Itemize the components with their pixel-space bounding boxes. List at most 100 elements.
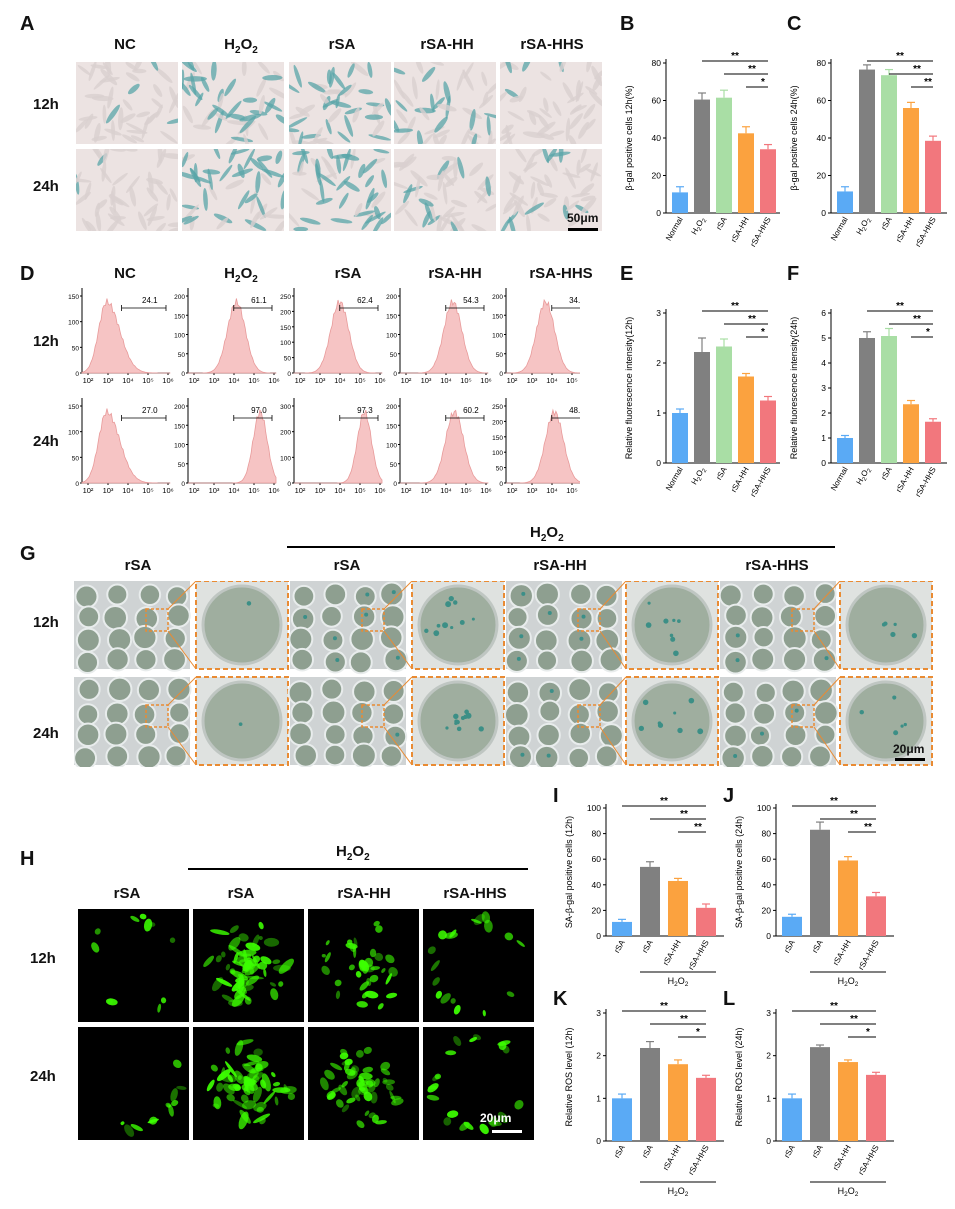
h-cell: [427, 1085, 438, 1090]
h-cell: [261, 1073, 271, 1092]
d-histogram: 200 150 100 50 0 10² 10³ 10⁴ 10⁵ 10⁶ 97.0: [174, 398, 280, 495]
h-cell: [206, 1079, 215, 1092]
g-microsphere: [106, 583, 129, 606]
panel-letter-d: D: [20, 263, 35, 285]
chart-bar: [716, 97, 732, 213]
chart-category-label: rSA: [640, 1143, 655, 1160]
h-cell: [469, 1036, 478, 1043]
chart-ytick: 2: [596, 1051, 601, 1061]
d-ytick: 150: [174, 423, 185, 430]
g-microsphere: [750, 744, 775, 767]
d-xtick: 10²: [507, 486, 518, 495]
d-col-rsa: rSA: [334, 265, 362, 282]
d-ytick: 0: [75, 481, 79, 488]
h-cell: [334, 979, 342, 987]
a-micrograph: [394, 62, 496, 144]
g-select-box: [577, 704, 601, 728]
chart-sig-mark: **: [731, 51, 739, 62]
d-ytick: 0: [393, 481, 397, 488]
d-xtick: 10⁵: [354, 376, 365, 385]
d-histogram: 150 100 50 0 10² 10³ 10⁴ 10⁵ 10⁶ 27.0: [68, 398, 174, 495]
chart-k: Relative ROS level (12h) 0 1 2 3 rSA rSA rSA-HH…: [564, 1001, 724, 1198]
d-xtick: 10⁵: [248, 486, 259, 495]
h-fluor-image: [78, 909, 189, 1022]
d-histogram-curve: [294, 409, 383, 484]
d-ytick: 150: [174, 313, 185, 320]
h-cell: [221, 994, 234, 1002]
g-microsphere: [77, 605, 101, 629]
h-cell: [212, 977, 224, 992]
chart-bar: [881, 336, 897, 463]
panel-letter-f: F: [787, 263, 800, 285]
d-histogram-curve: [505, 298, 580, 374]
h-cell: [253, 1113, 271, 1124]
g-zoom-border: [625, 581, 719, 670]
h-cell: [272, 959, 281, 964]
chart-bar: [782, 916, 802, 936]
a-col-rsa: rSA: [328, 36, 356, 53]
g-microsphere: [136, 744, 162, 767]
d-histogram: 200 150 100 50 0 10² 10³ 10⁴ 10⁵ 10⁶ 60.2: [386, 398, 492, 495]
chart-category-label: rSA: [810, 1143, 825, 1160]
h-cell: [280, 1086, 297, 1095]
h-cell: [273, 964, 291, 972]
d-xtick: 10⁵: [566, 376, 577, 385]
h-col-rsa-2: rSA: [227, 885, 255, 902]
g-microsphere: [569, 648, 594, 674]
d-xtick: 10³: [103, 486, 114, 495]
h-cell: [274, 1096, 279, 1106]
chart-ytick: 20: [652, 171, 662, 181]
chart-category-label: Normal: [664, 215, 685, 242]
chart-bar: [760, 149, 776, 213]
chart-ytick: 1: [821, 433, 826, 443]
h-cell: [344, 1058, 353, 1066]
chart-ytick: 3: [596, 1008, 601, 1018]
g-microsphere: [536, 649, 559, 672]
h-cell: [157, 1003, 162, 1013]
chart-ylabel: Relative fluorescence intensity(12h): [624, 317, 634, 460]
g-microsphere: [505, 680, 531, 705]
chart-ytick: 0: [656, 208, 661, 218]
chart-ytick: 0: [656, 458, 661, 468]
g-zoom-microsphere: [201, 584, 283, 666]
chart-category-label: Normal: [664, 465, 685, 492]
h-cell: [369, 948, 377, 958]
h-cell: [278, 981, 284, 987]
g-microsphere: [132, 624, 158, 651]
h-cell: [371, 1114, 379, 1123]
d-ytick: 150: [492, 435, 503, 442]
chart-bar: [810, 1047, 830, 1141]
g-microsphere: [813, 604, 838, 628]
d-xtick: 10³: [315, 376, 326, 385]
h-row-24h: 24h: [30, 1068, 56, 1085]
h-cell: [272, 1081, 281, 1087]
g-microsphere: [808, 744, 832, 767]
chart-bar: [925, 421, 941, 463]
g-microsphere: [290, 647, 314, 672]
d-ytick: 200: [386, 404, 397, 411]
chart-bar: [903, 404, 919, 463]
g-microsphere: [76, 703, 100, 726]
d-ytick: 150: [386, 313, 397, 320]
panel-letter-e: E: [620, 263, 634, 285]
g-microsphere: [166, 676, 192, 702]
chart-sig-mark: **: [830, 796, 838, 807]
d-xtick: 10⁴: [546, 486, 558, 495]
chart-e: Relative fluorescence intensity(12h) 0 1 2 3…: [624, 301, 780, 498]
h-cell: [226, 1094, 235, 1102]
d-xtick: 10⁴: [334, 486, 346, 495]
h-cell: [432, 977, 440, 986]
h-cell: [375, 1120, 387, 1125]
d-xtick: 10³: [527, 376, 538, 385]
chart-category-label: rSA-HH: [661, 938, 683, 967]
h-cell: [94, 928, 101, 935]
h-cell: [252, 934, 260, 948]
d-ytick: 100: [174, 333, 185, 340]
d-xtick: 10⁴: [122, 376, 134, 385]
g-microsphere: [164, 744, 188, 767]
d-ytick: 150: [386, 423, 397, 430]
d-ytick: 0: [287, 371, 291, 378]
panel-letter-j: J: [723, 785, 735, 807]
g-microsphere: [748, 724, 772, 747]
g-microsphere: [780, 745, 804, 767]
